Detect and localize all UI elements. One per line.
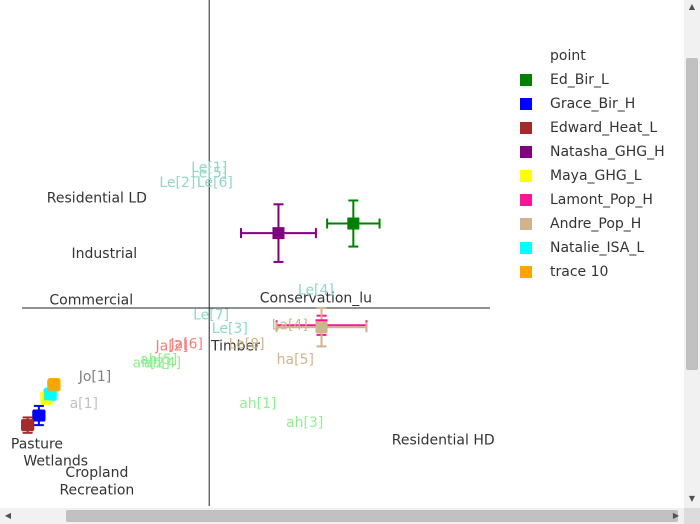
point-annotation: Le[3]	[212, 321, 248, 337]
point-annotation: Jo[1]	[78, 369, 112, 385]
legend-swatch[interactable]	[520, 170, 532, 182]
category-label: Recreation	[59, 482, 134, 498]
category-label: Timber	[210, 338, 260, 354]
category-label: Residential HD	[392, 432, 495, 448]
scroll-up-icon[interactable]: ▲	[688, 2, 696, 11]
point-annotation: Le[8]	[229, 336, 265, 352]
point-annotation: ah[2]	[133, 356, 170, 372]
category-label: Wetlands	[23, 454, 88, 470]
data-point-Natalie_ISA_L[interactable]	[44, 388, 57, 401]
point-annotation: Ja[6]	[169, 336, 203, 352]
scroll-right-icon[interactable]: ▶	[672, 511, 680, 520]
category-label: Conservation_lu	[260, 290, 372, 306]
legend-entry[interactable]: Lamont_Pop_H	[550, 192, 653, 208]
legend-swatch[interactable]	[520, 242, 532, 254]
category-label: Pasture	[11, 436, 63, 452]
point-annotation: ah[3]	[286, 415, 323, 431]
point-annotation: a[1]	[70, 396, 98, 412]
legend-swatch[interactable]	[520, 146, 532, 158]
point-annotation: La[4]	[272, 317, 308, 333]
legend-entry[interactable]: Natasha_GHG_H	[550, 144, 665, 160]
category-label: Commercial	[49, 292, 133, 308]
legend-title: point	[550, 48, 586, 64]
point-annotation: ah[4]	[144, 356, 181, 372]
point-annotation: ah[5]	[140, 352, 177, 368]
data-point-Natasha_GHG_H[interactable]	[272, 227, 285, 240]
point-annotation: ha[5]	[277, 352, 314, 368]
legend-swatch[interactable]	[520, 194, 532, 206]
data-point-Andre_Pop_H[interactable]	[315, 321, 328, 334]
data-point-Grace_Bir_H[interactable]	[32, 409, 45, 422]
legend-entry[interactable]: Maya_GHG_L	[550, 168, 642, 184]
point-annotation: Le[7]	[193, 308, 229, 324]
legend-entry[interactable]: Natalie_ISA_L	[550, 240, 644, 256]
scrollbar-corner	[684, 508, 700, 524]
category-label: Cropland	[65, 465, 128, 481]
data-point-Ed_Bir_L[interactable]	[347, 217, 360, 230]
legend-entry[interactable]: Edward_Heat_L	[550, 120, 657, 136]
point-annotation: Le[4]	[298, 283, 334, 299]
legend-swatch[interactable]	[520, 74, 532, 86]
legend-entry[interactable]: trace 10	[550, 264, 608, 280]
horizontal-scrollbar-thumb[interactable]	[66, 510, 678, 522]
legend-swatch[interactable]	[520, 218, 532, 230]
point-annotation: ah[1]	[239, 396, 276, 412]
scatter-plot[interactable]: Residential LD Industrial Commercial Conser…	[0, 0, 684, 508]
legend-swatch[interactable]	[520, 266, 532, 278]
point-annotation: Ja[2]	[154, 338, 188, 354]
category-label: Industrial	[72, 246, 138, 262]
legend-entry[interactable]: Ed_Bir_L	[550, 72, 609, 88]
data-point-trace 10[interactable]	[47, 378, 60, 391]
point-annotation: Le[5]	[191, 166, 227, 182]
point-annotation: Le[2]	[159, 175, 195, 191]
legend-entry[interactable]: Grace_Bir_H	[550, 96, 635, 112]
legend-swatch[interactable]	[520, 98, 532, 110]
vertical-scrollbar-thumb[interactable]	[686, 58, 698, 370]
category-label: Residential LD	[47, 191, 147, 207]
point-annotation: Le[1]	[191, 160, 227, 176]
point-annotation: Le[6]	[197, 175, 233, 191]
scroll-left-icon[interactable]: ◀	[4, 511, 12, 520]
scroll-down-icon[interactable]: ▼	[688, 494, 696, 503]
legend-entry[interactable]: Andre_Pop_H	[550, 216, 641, 232]
data-point-Edward_Heat_L[interactable]	[21, 419, 34, 432]
legend-swatch[interactable]	[520, 122, 532, 134]
